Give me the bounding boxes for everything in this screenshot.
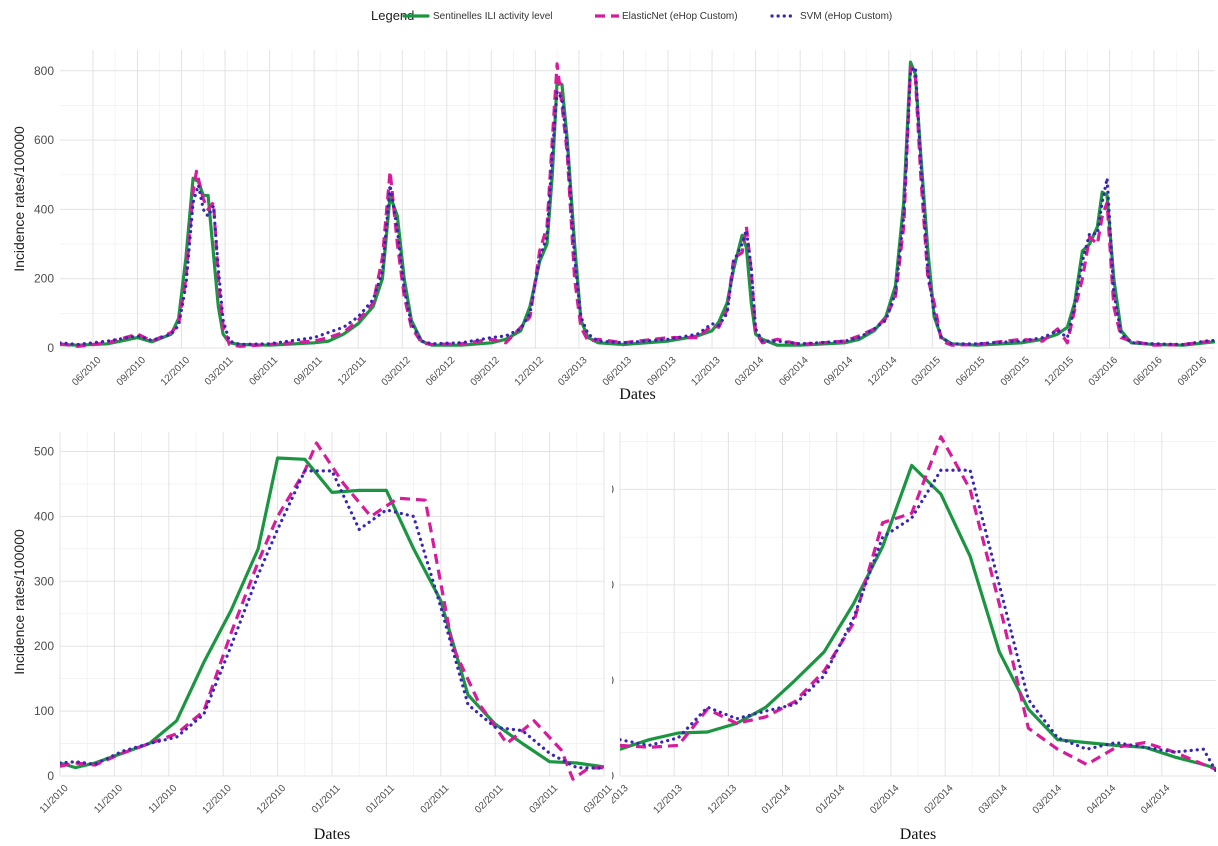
x-tick-label: 12/2011 [336, 355, 369, 388]
series-line-elasticnet [620, 435, 1216, 771]
x-tick-label: 12/2013 [689, 355, 723, 389]
series-line-elasticnet [60, 441, 604, 781]
x-tick-label: 03/2015 [910, 355, 944, 389]
series-line-svm [60, 65, 1215, 347]
x-tick-label: 03/2011 [582, 783, 612, 816]
x-tick-label: 12/2012 [513, 355, 547, 389]
y-axis-title: Incidence rates/100000 [11, 529, 27, 675]
x-tick-label: 11/2010 [38, 783, 71, 816]
grid [60, 50, 1215, 349]
x-tick-label: 11/2010 [147, 783, 180, 816]
x-tick-label: 06/2014 [777, 355, 811, 389]
x-axis-title: Dates [619, 386, 655, 403]
legend-title: Legend [371, 8, 414, 23]
y-tick-label: 200 [34, 272, 54, 286]
x-tick-label: 12/2013 [612, 783, 631, 817]
series-group [60, 60, 1215, 348]
x-tick-label: 02/2011 [419, 783, 452, 816]
y-tick-label: 300 [34, 574, 54, 588]
y-tick-label: 400 [34, 509, 54, 523]
x-tick-label: 01/2014 [814, 783, 848, 817]
y-tick-label: 300 [612, 482, 614, 496]
x-tick-label: 03/2012 [380, 355, 414, 389]
y-axis-title: Incidence rates/100000 [11, 126, 27, 272]
series-group [620, 435, 1216, 773]
legend-label-elasticnet: ElasticNet (eHop Custom) [622, 11, 738, 22]
x-axis-title: Dates [314, 826, 350, 843]
x-tick-label: 04/2014 [1139, 783, 1173, 817]
x-axis-title: Dates [900, 826, 936, 843]
series-line-sentinelles [60, 60, 1215, 347]
y-tick-label: 200 [612, 578, 614, 592]
x-tick-label: 03/2011 [527, 783, 560, 816]
legend-label-svm: SVM (eHop Custom) [800, 11, 892, 22]
chart-panel-2010-2011-season: 0 100 200 300 400 500 11/2010 11/2010 11/2010 12/… [11, 432, 612, 843]
x-tick-label: 06/2011 [247, 355, 280, 388]
x-tick-label: 09/2014 [822, 355, 856, 389]
x-tick-label: 09/2015 [999, 355, 1033, 389]
x-tick-label: 11/2010 [92, 783, 125, 816]
x-tick-label: 12/2010 [255, 783, 289, 817]
chart-legend: Legend Sentinelles ILI activity level Elas… [371, 8, 892, 23]
y-tick-label: 400 [34, 202, 54, 216]
chart-panel-2013-2014-season: 0 100 200 300 12/2013 12/2013 12/2013 01/2014 01… [612, 432, 1216, 843]
x-tick-label: 09/2011 [292, 355, 325, 388]
x-tick-label: 02/2014 [922, 783, 956, 817]
x-tick-label: 01/2011 [364, 783, 397, 816]
x-tick-label: 06/2012 [424, 355, 458, 389]
x-tick-label: 04/2014 [1085, 783, 1119, 817]
x-tick-label: 12/2013 [651, 783, 685, 817]
y-tick-label: 100 [612, 673, 614, 687]
x-tick-label: 12/2013 [706, 783, 740, 817]
x-tick-label: 06/2010 [70, 355, 104, 389]
x-tick-label: 03/2013 [556, 355, 590, 389]
chart-panel-full-period: 0 200 400 600 800 06/2010 09/2010 12/2010 03/201… [11, 50, 1215, 403]
x-tick-label: 09/2010 [115, 355, 149, 389]
x-tick-label: 12/2014 [866, 355, 900, 389]
y-tick-label: 500 [34, 444, 54, 458]
legend-label-sentinelles: Sentinelles ILI activity level [433, 11, 553, 22]
x-tick-label: 03/2011 [203, 355, 236, 388]
x-tick-label: 12/2010 [159, 355, 193, 389]
x-tick-label: 12/2015 [1043, 355, 1077, 389]
x-tick-label: 09/2013 [645, 355, 679, 389]
x-tick-label: 06/2015 [954, 355, 988, 389]
x-tick-label: 03/2014 [1031, 783, 1065, 817]
series-group [60, 441, 604, 781]
x-tick-label: 02/2014 [868, 783, 902, 817]
y-tick-label: 800 [34, 64, 54, 78]
y-tick-label: 600 [34, 133, 54, 147]
grid [59, 432, 605, 777]
series-line-elasticnet [60, 62, 1215, 348]
y-tick-label: 0 [47, 341, 54, 355]
x-tick-label: 06/2013 [601, 355, 635, 389]
x-tick-label: 12/2010 [201, 783, 235, 817]
series-line-svm [620, 468, 1216, 773]
x-tick-label: 01/2011 [310, 783, 343, 816]
series-line-svm [60, 469, 604, 770]
x-tick-label: 06/2016 [1131, 355, 1165, 389]
y-tick-label: 0 [47, 769, 54, 783]
x-tick-label: 09/2016 [1176, 355, 1210, 389]
x-tick-label: 03/2014 [733, 355, 767, 389]
grid [619, 432, 1216, 777]
x-tick-label: 03/2016 [1087, 355, 1121, 389]
y-tick-label: 100 [34, 704, 54, 718]
x-tick-label: 01/2014 [760, 783, 794, 817]
y-tick-label: 0 [612, 769, 614, 783]
x-tick-label: 03/2014 [977, 783, 1011, 817]
y-tick-label: 200 [34, 639, 54, 653]
x-tick-label: 02/2011 [473, 783, 506, 816]
x-tick-label: 09/2012 [469, 355, 503, 389]
